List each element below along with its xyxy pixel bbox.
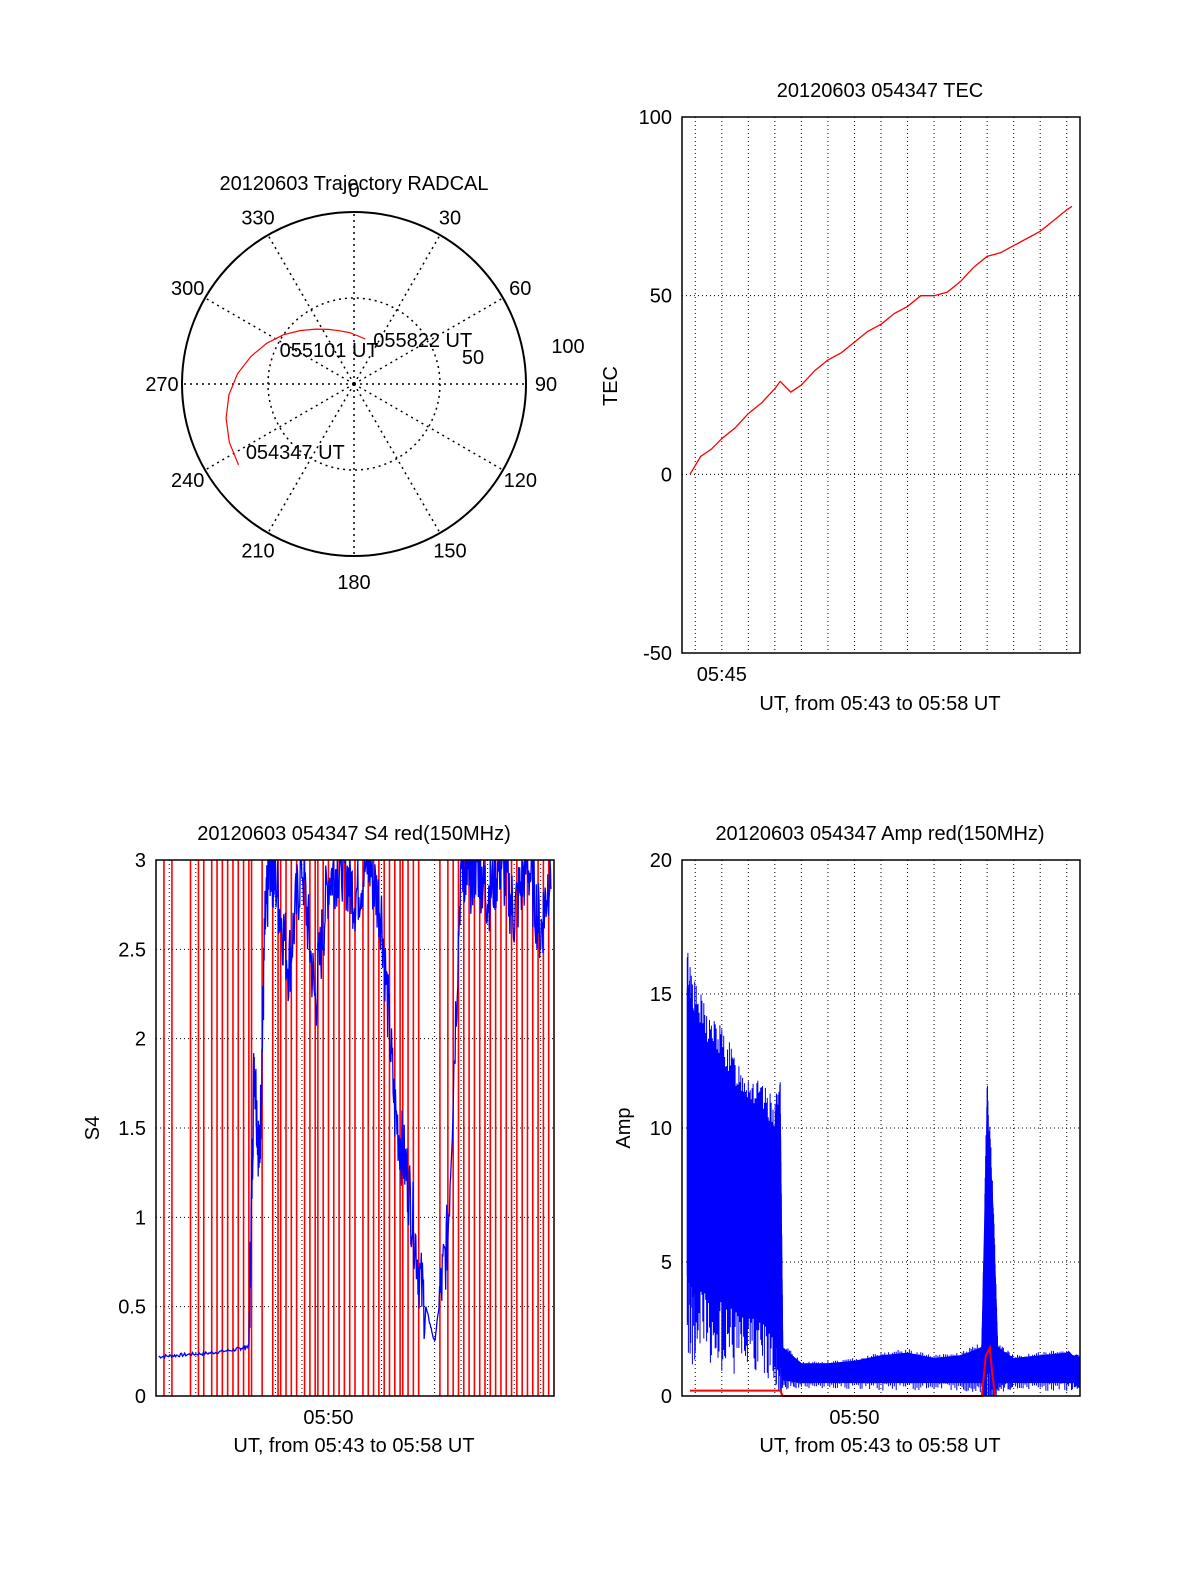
- polar-grid: [181, 211, 527, 557]
- polar-spoke: [353, 234, 441, 385]
- polar-angle-label: 300: [171, 278, 204, 300]
- tec-frame: [681, 116, 1081, 654]
- s4-title: 20120603 054347 S4 red(150MHz): [197, 823, 511, 845]
- polar-spoke: [353, 383, 504, 471]
- s4-blue-series: [158, 859, 552, 1360]
- amp-ytick-label: 10: [650, 1118, 672, 1140]
- polar-spoke: [267, 234, 355, 385]
- tec-xtick-label: 05:45: [697, 664, 747, 686]
- amp-frame: [681, 859, 1081, 1397]
- amp-ytick-label: 5: [661, 1252, 672, 1274]
- tec-series-line: [689, 205, 1073, 475]
- amp-ytick-label: 15: [650, 984, 672, 1006]
- polar-spoke: [353, 297, 504, 385]
- polar-trajectory-panel: 20120603 Trajectory RADCAL 0 30 60 90 120 150…: [145, 173, 584, 594]
- polar-spoke: [267, 383, 355, 534]
- tec-plot-area: -50 0 50 100 05:45: [639, 107, 1081, 686]
- s4-panel: 20120603 054347 S4 red(150MHz) S4 UT, fr…: [82, 823, 555, 1457]
- amp-ytick-label: 0: [661, 1386, 672, 1408]
- polar-angle-label: 60: [509, 278, 531, 300]
- trajectory-track: [225, 328, 366, 466]
- s4-ytick-label: 1: [135, 1207, 146, 1229]
- s4-ytick-label: 0.5: [118, 1297, 146, 1319]
- s4-xlabel: UT, from 05:43 to 05:58 UT: [233, 1435, 474, 1457]
- polar-spoke: [204, 297, 355, 385]
- polar-angle-label: 120: [504, 470, 537, 492]
- tec-ytick-label: -50: [643, 643, 672, 665]
- trajectory-time-label: 054347 UT: [246, 442, 345, 464]
- tec-title: 20120603 054347 TEC: [777, 80, 983, 102]
- s4-xtick-label: 05:50: [303, 1407, 353, 1429]
- trajectory-time-label: 055822 UT: [373, 330, 472, 352]
- amp-ylabel: Amp: [613, 1107, 635, 1148]
- amp-ytick-label: 20: [650, 850, 672, 872]
- s4-ytick-label: 2.5: [118, 939, 146, 961]
- tec-xlabel: UT, from 05:43 to 05:58 UT: [759, 693, 1000, 715]
- trajectory-time-label: 055101 UT: [280, 340, 379, 362]
- polar-radial-labels: 50 100: [462, 336, 585, 369]
- s4-ytick-label: 1.5: [118, 1118, 146, 1140]
- polar-spoke: [353, 383, 441, 534]
- polar-angle-label: 330: [241, 208, 274, 230]
- tec-ytick-label: 50: [650, 286, 672, 308]
- polar-angle-label: 0: [348, 180, 359, 202]
- polar-angle-label: 180: [337, 572, 370, 594]
- polar-angle-labels: 0 30 60 90 120 150 180 210 240 270 300 330: [145, 180, 557, 594]
- amp-title: 20120603 054347 Amp red(150MHz): [715, 823, 1044, 845]
- amp-plot-area: 0 5 10 15 20 05:50: [650, 850, 1081, 1429]
- s4-frame: [155, 859, 555, 1397]
- tec-ylabel: TEC: [600, 366, 622, 406]
- polar-angle-label: 270: [145, 374, 178, 396]
- s4-plot-area: 0 0.5 1 1.5 2 2.5 3 05:50: [118, 850, 555, 1429]
- polar-angle-label: 30: [439, 208, 461, 230]
- s4-ylabel: S4: [82, 1116, 104, 1140]
- tec-ytick-label: 0: [661, 464, 672, 486]
- amp-xlabel: UT, from 05:43 to 05:58 UT: [759, 1435, 1000, 1457]
- polar-outer-circle: [181, 211, 527, 557]
- amp-xtick-label: 05:50: [829, 1407, 879, 1429]
- amp-blue-noise: [686, 952, 1080, 1396]
- polar-angle-label: 210: [241, 540, 274, 562]
- s4-ytick-label: 3: [135, 850, 146, 872]
- amp-panel: 20120603 054347 Amp red(150MHz) Amp UT, …: [613, 823, 1081, 1457]
- s4-ytick-label: 2: [135, 1029, 146, 1051]
- s4-ytick-label: 0: [135, 1386, 146, 1408]
- polar-radial-label-50: 50: [462, 347, 484, 369]
- tec-ytick-label: 100: [639, 107, 672, 129]
- polar-title: 20120603 Trajectory RADCAL: [219, 173, 488, 195]
- trajectory-line: [225, 328, 366, 466]
- polar-angle-label: 240: [171, 470, 204, 492]
- polar-spoke: [204, 383, 355, 471]
- polar-radial-label-100: 100: [551, 336, 584, 358]
- tec-panel: 20120603 054347 TEC TEC UT, from 05:43 t…: [600, 80, 1081, 715]
- polar-angle-label: 150: [433, 540, 466, 562]
- polar-angle-label: 90: [535, 374, 557, 396]
